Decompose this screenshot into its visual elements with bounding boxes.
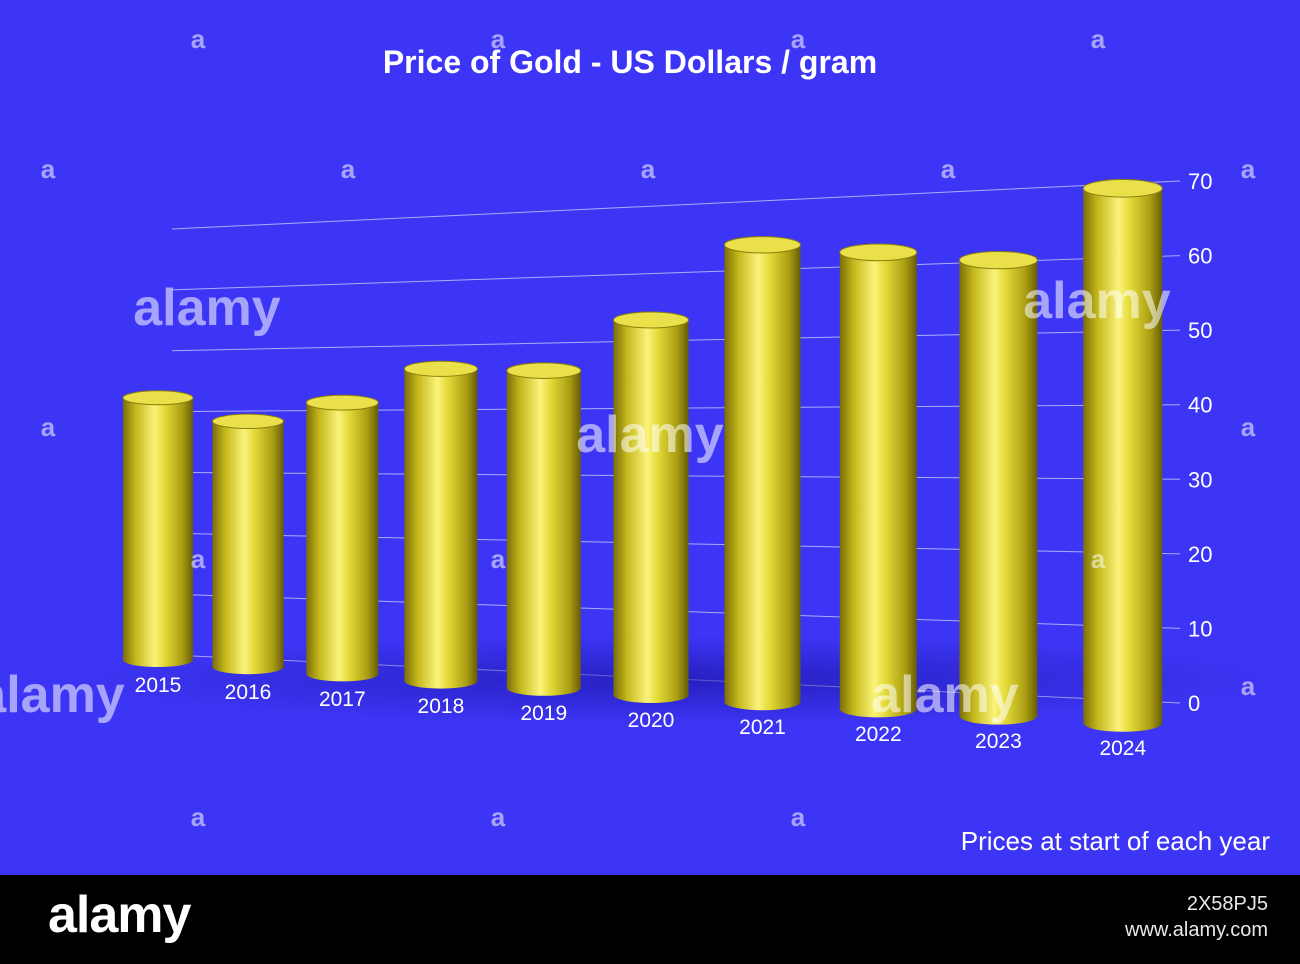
chart-canvas: 2015 2016 2017 2018 2019 2020 2021 2022 2023 2024… [0,24,1300,832]
watermark-footer: alamy 2X58PJ5 www.alamy.com [0,875,1300,964]
x-tick-label: 2022 [855,723,902,746]
bar [839,243,918,718]
watermark-logo: alamy [576,406,724,464]
watermark-mark: a [941,154,956,184]
x-tick-label: 2020 [628,709,675,732]
watermark-logo: alamy [1023,272,1171,330]
bar-base [1083,714,1163,732]
watermark-mark: a [791,802,806,832]
bar [403,360,478,689]
bar-top [958,251,1038,270]
watermark-overlay: a a a a a a a a a a a a a a a a a a alamy alamy alamy alamy al… [0,24,1256,832]
bar-top [305,394,379,411]
x-axis-labels: 2015 2016 2017 2018 2019 2020 2021 2022 2023 2024 [135,674,1147,760]
bar-body [1083,188,1163,724]
bar-body [613,320,689,695]
x-tick-label: 2024 [1099,737,1146,760]
bar-base [404,673,478,689]
x-tick-label: 2016 [225,681,272,704]
bar-base [724,693,801,711]
bar [305,394,379,682]
y-tick-label: 40 [1188,393,1212,418]
bar-body [839,252,917,709]
bar [1082,179,1163,732]
watermark-mark: a [191,24,206,54]
watermark-mark: a [1241,412,1256,442]
watermark-mark: a [491,24,506,54]
watermark-mark: a [41,154,56,184]
bar [724,236,801,711]
bar-base [959,707,1038,725]
x-tick-label: 2015 [135,674,182,697]
bar [212,413,284,675]
y-tick-label: 0 [1188,691,1200,716]
y-tick-label: 20 [1188,542,1212,567]
x-tick-label: 2017 [319,688,366,711]
y-tick-label: 70 [1188,169,1212,194]
bar-top [613,311,689,329]
bar-body [123,397,193,660]
bar-base [613,687,689,703]
bar [122,390,194,667]
bar [958,251,1038,725]
bars-layer [122,179,1163,732]
chart-area: 2015 2016 2017 2018 2019 2020 2021 2022 2023 2024… [0,24,1300,856]
watermark-mark: a [191,802,206,832]
chart-footnote: Prices at start of each year [960,826,1270,856]
y-tick-label: 50 [1188,318,1212,343]
bar-top [1082,179,1163,198]
x-tick-label: 2019 [520,702,567,725]
bar-top [403,360,478,377]
bar [613,311,689,703]
watermark-mark: a [491,802,506,832]
watermark-mark: a [191,544,206,574]
bar-top [724,236,801,254]
bar-top [212,413,284,429]
watermark-mark: a [1241,671,1256,701]
bar [506,362,582,696]
bar-body [959,260,1038,716]
x-tick-label: 2023 [975,730,1022,753]
site-url: www.alamy.com [1125,919,1268,941]
bar-top [506,362,582,379]
bar-base [212,659,284,675]
watermark-mark: a [791,24,806,54]
bar-base [839,700,917,718]
bar-top [839,243,918,262]
bar-base [123,653,193,667]
bar-base [306,666,379,682]
bar-base [506,680,581,696]
bar-body [212,421,284,667]
bar-body [506,370,581,688]
gridline [171,180,1181,230]
watermark-mark: a [1091,544,1106,574]
chart-title: Price of Gold - US Dollars / gram [382,44,878,80]
y-tick-label: 60 [1188,244,1212,269]
watermark-mark: a [491,544,506,574]
watermark-mark: a [1091,24,1106,54]
watermark-mark: a [41,412,56,442]
image-id: 2X58PJ5 [1186,893,1268,915]
bar-body [404,368,478,681]
watermark-mark: a [341,154,356,184]
watermark-logo: alamy [133,279,281,337]
watermark-logo: alamy [871,666,1019,724]
y-tick-label: 30 [1188,467,1212,492]
x-tick-label: 2018 [418,695,465,718]
bar-body [724,244,801,703]
x-tick-label: 2021 [739,716,786,739]
watermark-mark: a [1241,154,1256,184]
y-axis-labels: 0 10 20 30 40 50 60 70 [1188,169,1212,716]
bar-body [306,402,379,674]
alamy-logo: alamy [48,886,191,944]
watermark-mark: a [641,154,656,184]
bar-top [122,390,194,406]
watermark-logo: alamy [0,666,125,724]
y-tick-label: 10 [1188,616,1212,641]
